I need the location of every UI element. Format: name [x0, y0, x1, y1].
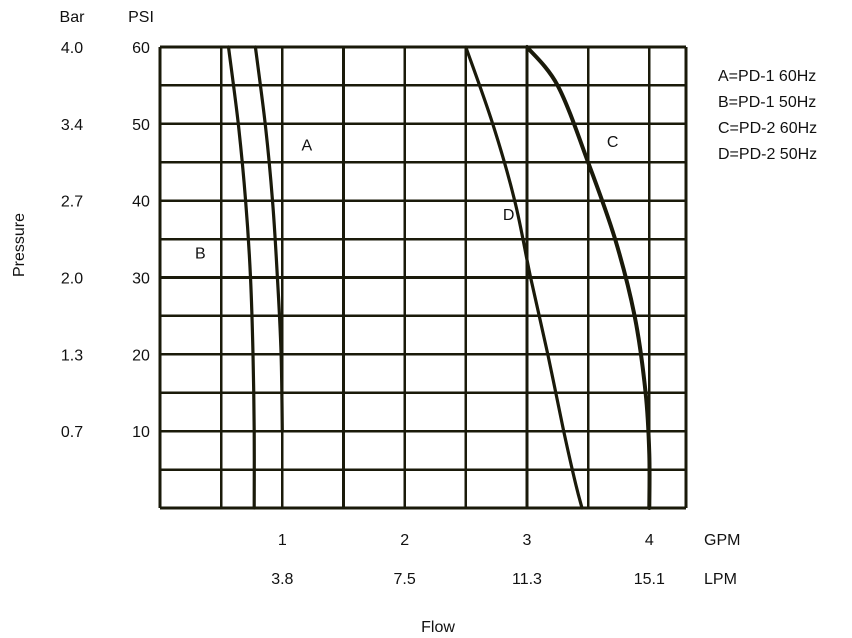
- x-tick-labels: 1 3.8 2 7.5 3 11.3 4 15.1: [271, 532, 665, 588]
- x-axis-primary-unit: GPM: [704, 532, 740, 549]
- x-tick-label-lpm: 11.3: [512, 571, 542, 588]
- y-axis-title: Pressure: [11, 213, 28, 277]
- curve-labels: A B C D: [195, 134, 618, 262]
- pump-curves: [226, 45, 652, 510]
- chart-grid: [158, 45, 688, 510]
- x-tick-label-lpm: 15.1: [634, 571, 665, 588]
- curve-a: [253, 45, 284, 433]
- y-tick-label-bar: 4.0: [61, 40, 83, 57]
- x-tick-label-gpm: 2: [400, 532, 409, 549]
- x-tick-label-gpm: 4: [645, 532, 654, 549]
- curve-c: [525, 45, 652, 510]
- y-tick-label-psi: 40: [132, 194, 150, 211]
- y-tick-label-bar: 0.7: [61, 424, 83, 441]
- curve-label-d: D: [503, 207, 515, 224]
- x-axis-secondary-unit: LPM: [704, 571, 737, 588]
- y-tick-label-bar: 2.0: [61, 271, 83, 288]
- y-tick-label-psi: 60: [132, 40, 150, 57]
- curve-label-a: A: [301, 138, 312, 155]
- legend-item: C=PD-2 60Hz: [718, 120, 817, 137]
- curve-d: [464, 45, 584, 510]
- x-tick-label-gpm: 3: [523, 532, 532, 549]
- x-tick-label-lpm: 7.5: [394, 571, 416, 588]
- legend: A=PD-1 60Hz B=PD-1 50Hz C=PD-2 60Hz D=PD…: [718, 68, 817, 163]
- y-axis-secondary-unit: Bar: [60, 9, 86, 26]
- legend-item: D=PD-2 50Hz: [718, 146, 817, 163]
- curve-label-b: B: [195, 245, 206, 262]
- y-tick-label-bar: 2.7: [61, 194, 83, 211]
- curve-label-c: C: [607, 134, 619, 151]
- y-tick-labels: 10 0.7 20 1.3 30 2.0 40 2.7 50 3.4 60 4.0: [61, 40, 150, 441]
- y-tick-label-bar: 1.3: [61, 347, 83, 364]
- y-tick-label-psi: 50: [132, 117, 150, 134]
- x-tick-label-gpm: 1: [278, 532, 287, 549]
- x-tick-label-lpm: 3.8: [271, 571, 293, 588]
- x-axis-title: Flow: [421, 619, 455, 636]
- y-axis-primary-unit: PSI: [128, 9, 154, 26]
- curve-b: [226, 45, 256, 510]
- y-tick-label-psi: 20: [132, 347, 150, 364]
- legend-item: A=PD-1 60Hz: [718, 68, 816, 85]
- y-tick-label-bar: 3.4: [61, 117, 83, 134]
- legend-item: B=PD-1 50Hz: [718, 94, 816, 111]
- y-tick-label-psi: 10: [132, 424, 150, 441]
- y-tick-label-psi: 30: [132, 271, 150, 288]
